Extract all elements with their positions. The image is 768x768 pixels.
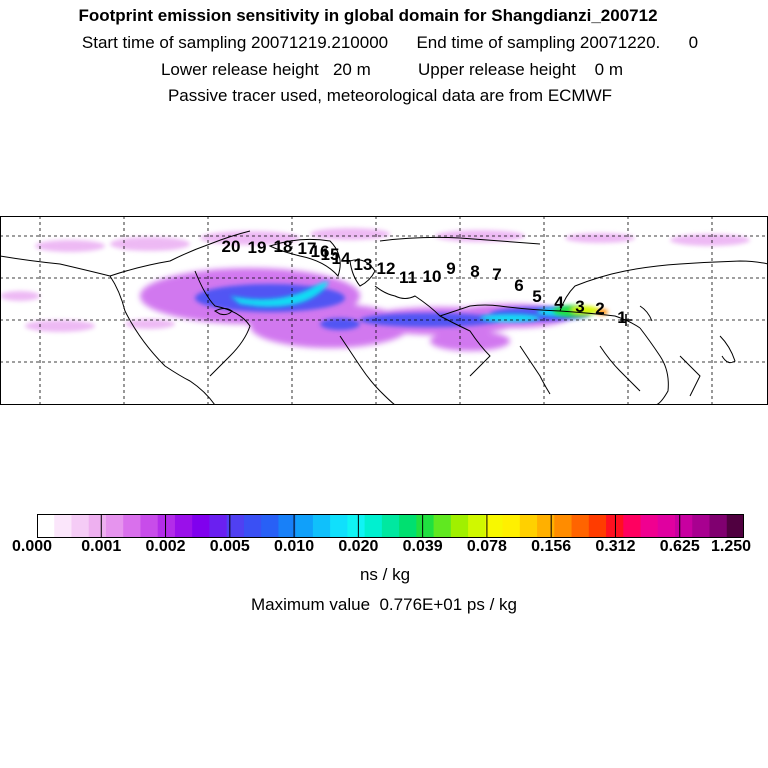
- colorbar-swatch: [37, 514, 55, 538]
- sampling-time-line: Start time of sampling 20071219.210000 E…: [81, 33, 699, 52]
- colorbar-swatch: [381, 514, 400, 538]
- colorbar-swatch: [468, 514, 486, 538]
- footprint-plume: [0, 228, 750, 351]
- colorbar-swatch: [623, 514, 642, 538]
- trajectory-label: 19: [248, 238, 267, 257]
- colorbar-tick-label: 0.039: [402, 538, 443, 555]
- colorbar-swatch: [657, 514, 676, 538]
- colorbar-swatch: [123, 514, 142, 538]
- trajectory-label: 2: [595, 299, 604, 318]
- trajectory-label: 7: [492, 265, 501, 284]
- map-title: Footprint emission sensitivity in global…: [78, 6, 658, 25]
- colorbar-tick-labels: 0.000 0.001 0.002 0.005 0.010 0.020 0.039 0.078…: [0, 538, 768, 560]
- colorbar-swatch: [54, 514, 73, 538]
- colorbar-swatch: [278, 514, 297, 538]
- colorbar-units: ns / kg: [359, 565, 411, 584]
- colorbar-tick-label: 0.005: [209, 538, 250, 555]
- graticule: [0, 216, 768, 405]
- trajectory-label: 18: [274, 237, 293, 256]
- trajectory-label: 6: [514, 276, 523, 295]
- colorbar-swatch: [105, 514, 124, 538]
- colorbar-swatch: [330, 514, 348, 538]
- colorbar-tick-label: 0.002: [145, 538, 186, 555]
- colorbar-swatch: [399, 514, 417, 538]
- colorbar-tick-label: 0.625: [659, 538, 700, 555]
- colorbar-swatch: [71, 514, 90, 538]
- station-marker: [620, 314, 632, 326]
- colorbar-swatch: [226, 514, 245, 538]
- colorbar-tick-label: 0.078: [466, 538, 507, 555]
- trajectory-label: 4: [554, 293, 564, 312]
- colorbar-swatch: [347, 514, 366, 538]
- trajectory-label: 11: [399, 268, 417, 287]
- colorbar-tick-label: 1.250: [710, 538, 752, 555]
- colorbar-svg: [37, 514, 745, 538]
- colorbar-swatch: [571, 514, 590, 538]
- trajectory-label: 8: [470, 262, 479, 281]
- colorbar-tick-label: 0.000: [11, 538, 53, 555]
- colorbar-swatch: [554, 514, 573, 538]
- trajectory-label: 5: [532, 287, 541, 306]
- colorbar-swatch: [433, 514, 452, 538]
- colorbar-swatch: [243, 514, 262, 538]
- colorbar-tick-label: 0.020: [338, 538, 379, 555]
- colorbar-swatch: [261, 514, 280, 538]
- colorbar-swatch: [174, 514, 193, 538]
- maximum-value: Maximum value 0.776E+01 ps / kg: [251, 595, 517, 614]
- colorbar-swatch: [692, 514, 711, 538]
- colorbar-tick-label: 0.010: [274, 538, 315, 555]
- colorbar-swatch: [502, 514, 521, 538]
- coastlines: [0, 230, 768, 405]
- colorbar-swatch: [192, 514, 211, 538]
- release-height-line: Lower release height 20 m Upper release …: [160, 60, 624, 79]
- trajectory-label: 10: [423, 267, 442, 286]
- colorbar-swatch: [140, 514, 159, 538]
- trajectory-label: 17: [298, 239, 317, 258]
- colorbar-swatch: [88, 514, 107, 538]
- colorbar-tick-label: 0.001: [81, 538, 122, 555]
- colorbar-swatch: [209, 514, 228, 538]
- colorbar-swatch: [726, 514, 745, 538]
- colorbar-swatch: [537, 514, 555, 538]
- colorbar-tick-label: 0.312: [595, 538, 636, 555]
- trajectory-label: 14: [332, 249, 351, 268]
- trajectory-label: 3: [575, 297, 584, 316]
- colorbar-swatch: [588, 514, 607, 538]
- colorbar-swatch: [675, 514, 693, 538]
- colorbar: [37, 514, 745, 538]
- trajectory-label: 12: [377, 259, 396, 278]
- trajectory-label: 16: [311, 242, 330, 261]
- trajectory-label: 1: [617, 308, 626, 327]
- trajectory-label: 15: [321, 245, 340, 264]
- colorbar-swatch: [364, 514, 383, 538]
- colorbar-swatch: [157, 514, 176, 538]
- colorbar-swatch: [709, 514, 728, 538]
- colorbar-frame: [37, 514, 744, 538]
- colorbar-tick-label: 0.156: [531, 538, 572, 555]
- colorbar-swatch: [519, 514, 538, 538]
- colorbar-swatch: [295, 514, 314, 538]
- trajectory-label: 9: [446, 259, 455, 278]
- tracer-info-line: Passive tracer used, meteorological data…: [167, 86, 613, 105]
- colorbar-swatch: [485, 514, 504, 538]
- trajectory-label: 20: [222, 237, 241, 256]
- colorbar-swatch: [640, 514, 659, 538]
- trajectory-label: 13: [354, 255, 373, 274]
- colorbar-swatch: [450, 514, 469, 538]
- colorbar-swatch: [312, 514, 331, 538]
- colorbar-swatch: [416, 514, 435, 538]
